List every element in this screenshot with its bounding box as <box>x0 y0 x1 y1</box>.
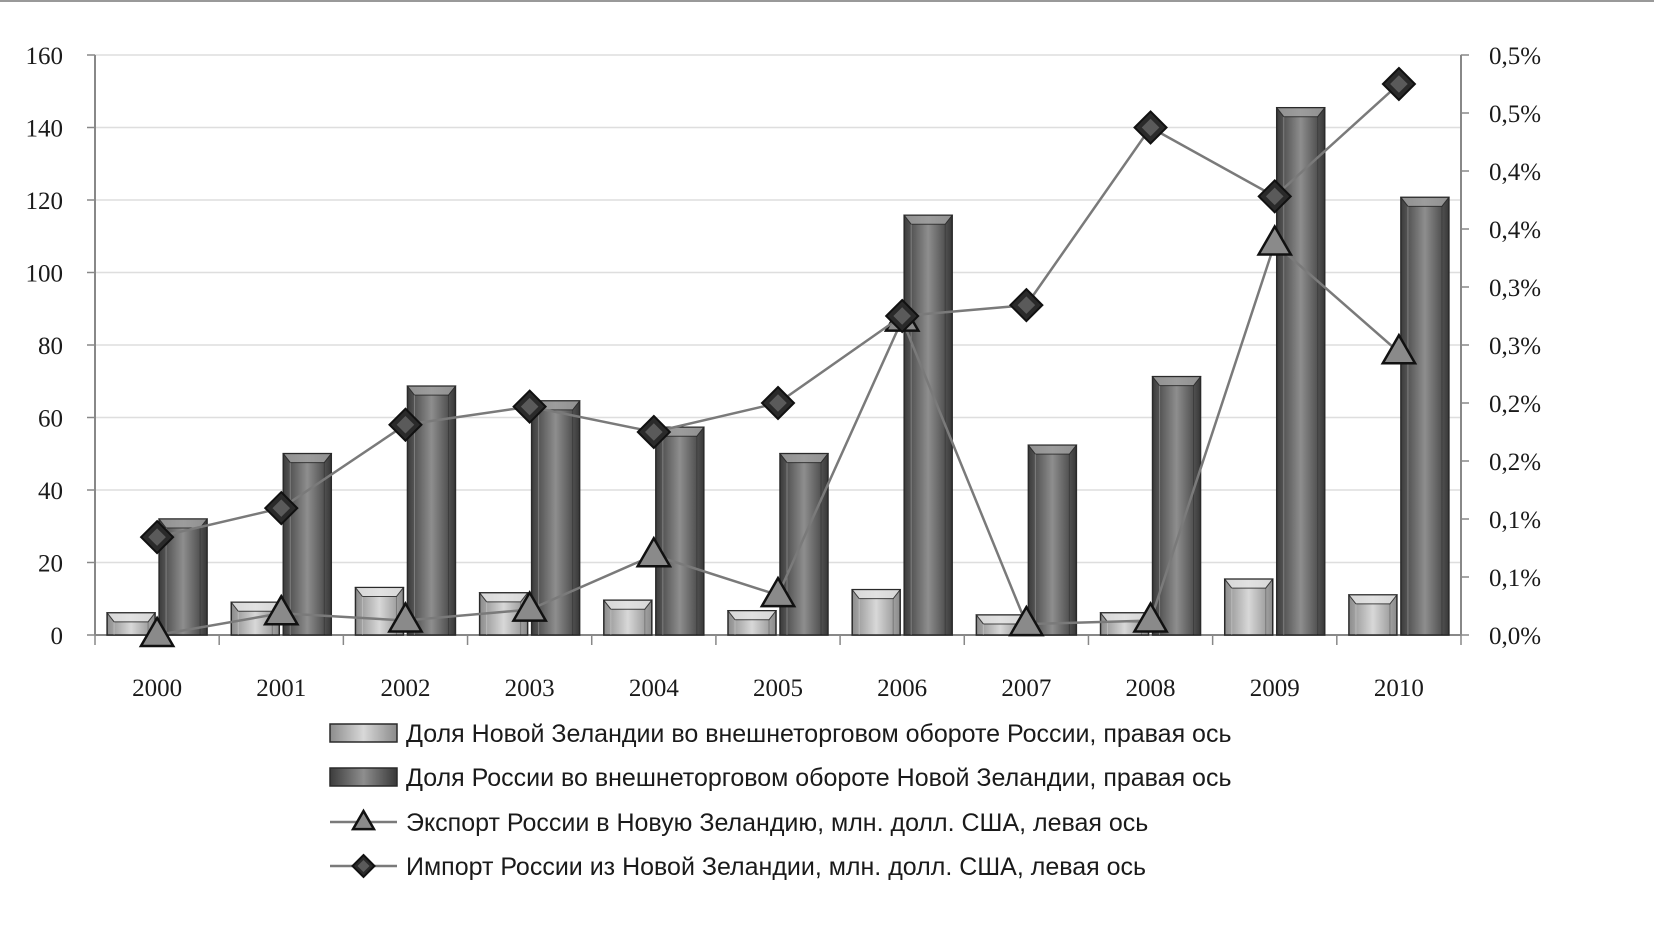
legend-label: Экспорт России в Новую Зеландию, млн. до… <box>406 809 1148 837</box>
left-tick-label: 60 <box>38 406 63 433</box>
left-tick-label: 140 <box>26 116 64 143</box>
import-point <box>1133 110 1168 145</box>
legend-item: Доля Новой Зеландии во внешнеторговом об… <box>329 720 1231 748</box>
right-tick-label: 0,1% <box>1489 507 1541 534</box>
legend: Доля Новой Зеландии во внешнеторговом об… <box>329 720 1231 881</box>
right-tick-label: 0,4% <box>1489 159 1541 186</box>
left-tick-label: 160 <box>26 43 64 70</box>
import-point <box>512 389 548 425</box>
x-tick-label: 2003 <box>505 675 555 702</box>
import-line <box>156 83 1400 539</box>
x-tick-label: 2010 <box>1374 675 1424 702</box>
x-tick-label: 2002 <box>380 675 430 702</box>
left-tick-label: 0 <box>51 623 64 650</box>
right-tick-label: 0,2% <box>1489 449 1541 476</box>
x-tick-label: 2004 <box>629 675 680 702</box>
import-point <box>139 519 175 555</box>
bar-russia-share <box>406 385 457 636</box>
legend-triangle-icon <box>350 808 377 831</box>
export-point <box>759 575 797 608</box>
line-series <box>138 66 1418 648</box>
right-tick-label: 0,3% <box>1489 333 1541 360</box>
x-tick-label: 2000 <box>132 675 182 702</box>
export-point <box>635 535 673 568</box>
left-tick-label: 120 <box>26 188 64 215</box>
bar-nz-share <box>1223 578 1274 636</box>
legend-item: Доля России во внешнеторговом обороте Но… <box>329 764 1231 792</box>
right-tick-label: 0,4% <box>1489 217 1541 244</box>
export-point <box>138 615 176 648</box>
bar-nz-share <box>602 599 653 636</box>
bar-russia-share <box>778 452 830 636</box>
left-tick-label: 20 <box>38 551 63 578</box>
import-point <box>884 298 920 334</box>
export-point <box>387 600 424 633</box>
import-point <box>1008 287 1044 323</box>
bars <box>106 106 1450 636</box>
x-tick-label: 2005 <box>753 675 803 702</box>
legend-label: Доля России во внешнеторговом обороте Но… <box>406 764 1231 792</box>
export-point <box>262 593 300 626</box>
export-point <box>1132 600 1169 633</box>
legend-diamond-icon <box>351 853 376 879</box>
bar-nz-share <box>851 588 902 636</box>
bar-nz-share <box>726 609 778 636</box>
x-tick-label: 2007 <box>1001 675 1051 702</box>
legend-label: Импорт России из Новой Зеландии, млн. до… <box>406 853 1146 881</box>
bar-russia-share <box>1027 444 1078 636</box>
top-border <box>0 0 1654 2</box>
legend-item: Экспорт России в Новую Зеландию, млн. до… <box>330 808 1148 837</box>
x-tick-label: 2001 <box>256 675 306 702</box>
right-tick-label: 0,2% <box>1489 391 1541 418</box>
import-point <box>263 490 299 526</box>
right-tick-label: 0,5% <box>1489 101 1541 128</box>
x-tick-label: 2006 <box>877 675 927 702</box>
bar-nz-share <box>354 586 405 636</box>
left-tick-label: 100 <box>26 261 64 288</box>
tick-labels: 0 20 40 60 80 100 120 140 160 0,0% 0,1% 0,1% 0,2% 0,2… <box>26 43 1542 702</box>
right-tick-label: 0,3% <box>1489 275 1541 302</box>
export-point <box>511 590 548 622</box>
export-point <box>1256 223 1294 256</box>
import-point <box>636 414 672 450</box>
legend-label: Доля Новой Зеландии во внешнеторговом об… <box>406 720 1231 748</box>
x-tick-label: 2008 <box>1126 675 1176 702</box>
legend-item: Импорт России из Новой Зеландии, млн. до… <box>330 853 1146 881</box>
left-tick-label: 80 <box>38 333 63 360</box>
import-point <box>1381 66 1417 102</box>
export-point <box>1008 604 1045 637</box>
import-point <box>388 407 423 443</box>
import-point <box>1257 178 1293 214</box>
bar-russia-share <box>282 452 333 636</box>
right-tick-label: 0,1% <box>1489 565 1541 592</box>
bar-nz-share <box>106 612 157 636</box>
bar-nz-share <box>1347 594 1398 636</box>
left-tick-label: 40 <box>38 478 63 505</box>
export-point <box>1380 332 1418 365</box>
bar-russia-share <box>1399 196 1450 636</box>
bar-russia-share <box>654 426 705 636</box>
right-tick-label: 0,0% <box>1489 623 1541 650</box>
bar-russia-share <box>530 400 581 636</box>
import-point <box>760 385 796 421</box>
right-tick-label: 0,5% <box>1489 43 1541 70</box>
x-tick-label: 2009 <box>1250 675 1300 702</box>
